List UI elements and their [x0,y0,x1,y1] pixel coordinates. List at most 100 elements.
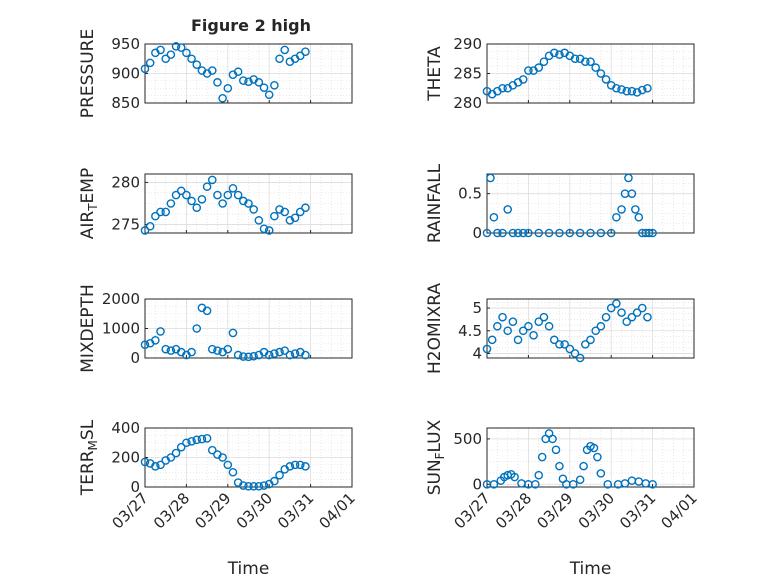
data-point [213,78,222,87]
data-point [648,228,657,238]
data-point [249,481,258,491]
data-point [565,344,575,354]
x-tick-label: 03/29 [533,489,576,532]
data-point [510,472,519,482]
subplot-grid: 850 900 950 PRESSURE 280 285 290 THETA 275 280 AIR… [78,29,701,579]
data-point [555,50,564,59]
x-tick-label: 03/29 [191,489,234,532]
data-point [233,190,243,200]
data-point [632,88,642,97]
data-point [517,479,526,488]
y-axis-label: SUNFLUX [425,419,447,495]
data-point [218,93,227,103]
data-point [244,77,253,87]
subplot-theta: 280 285 290 THETA [425,35,695,112]
y-tick-label: 2000 [102,290,140,308]
data-point [586,228,595,238]
data-point [596,228,606,238]
x-tick-label: 03/28 [150,489,193,532]
data-point [264,90,274,100]
data-point [549,335,559,345]
data-point [176,186,186,196]
data-point [156,207,165,217]
data-point [555,340,564,349]
data-point [187,196,196,206]
data-point [301,47,310,56]
data-point [202,306,212,316]
data-point [627,312,637,322]
data-point [244,481,253,491]
data-point [549,48,559,58]
data-point [586,335,595,345]
data-point [145,221,155,231]
data-point [187,54,196,64]
x-tick-label: 03/30 [575,489,618,532]
data-point [192,324,202,333]
data-point [570,54,580,64]
y-tick-label: 275 [111,216,140,234]
data-point [218,453,227,462]
data-point [586,57,595,67]
data-point [156,45,165,55]
data-point [161,54,170,64]
data-point [529,331,538,340]
data-point [637,303,647,313]
y-tick-label: 280 [111,173,140,191]
data-point [161,344,170,354]
data-point [192,60,202,69]
data-point [290,460,300,470]
data-point [524,321,533,331]
data-point [254,481,264,491]
data-point [156,460,165,470]
data-point [591,326,600,336]
data-point [166,346,176,355]
data-point [239,76,248,85]
data-point [264,226,274,235]
data-point [581,340,590,349]
data-point [207,445,217,455]
data-point [606,303,616,313]
data-point [213,190,222,200]
data-point [606,228,616,238]
data-point [627,189,637,198]
data-point [482,228,492,238]
data-point [591,63,600,72]
data-point [223,344,233,354]
data-point [290,213,300,223]
data-point [295,460,305,470]
y-axis-label: MIXDEPTH [78,284,98,373]
data-point [551,445,561,455]
data-point [176,442,186,452]
data-point [508,228,518,238]
data-point [524,66,533,75]
data-point [531,479,540,489]
data-point [627,86,637,96]
data-point [643,83,652,93]
axes-box [486,298,695,359]
data-point [207,344,217,354]
data-point [617,85,626,94]
data-point [259,481,269,490]
data-point [565,228,575,238]
data-point [513,228,523,238]
data-point [223,83,233,93]
y-tick-label: 1000 [102,320,140,338]
data-point [140,226,150,235]
data-point [482,344,492,354]
data-point [233,67,243,77]
subplot-air-temp: 275 280 AIRTEMP [78,168,353,239]
y-tick-label: 4 [472,344,482,362]
data-point [575,475,585,485]
data-point [280,207,290,217]
data-point [575,228,585,238]
y-tick-label: 0 [130,349,140,367]
data-point [489,479,499,489]
data-point [627,476,637,485]
data-point [197,194,207,204]
data-point [239,196,248,206]
y-axis-label: THETA [425,46,445,102]
data-point [270,476,279,486]
x-tick-label: 04/01 [316,489,359,532]
